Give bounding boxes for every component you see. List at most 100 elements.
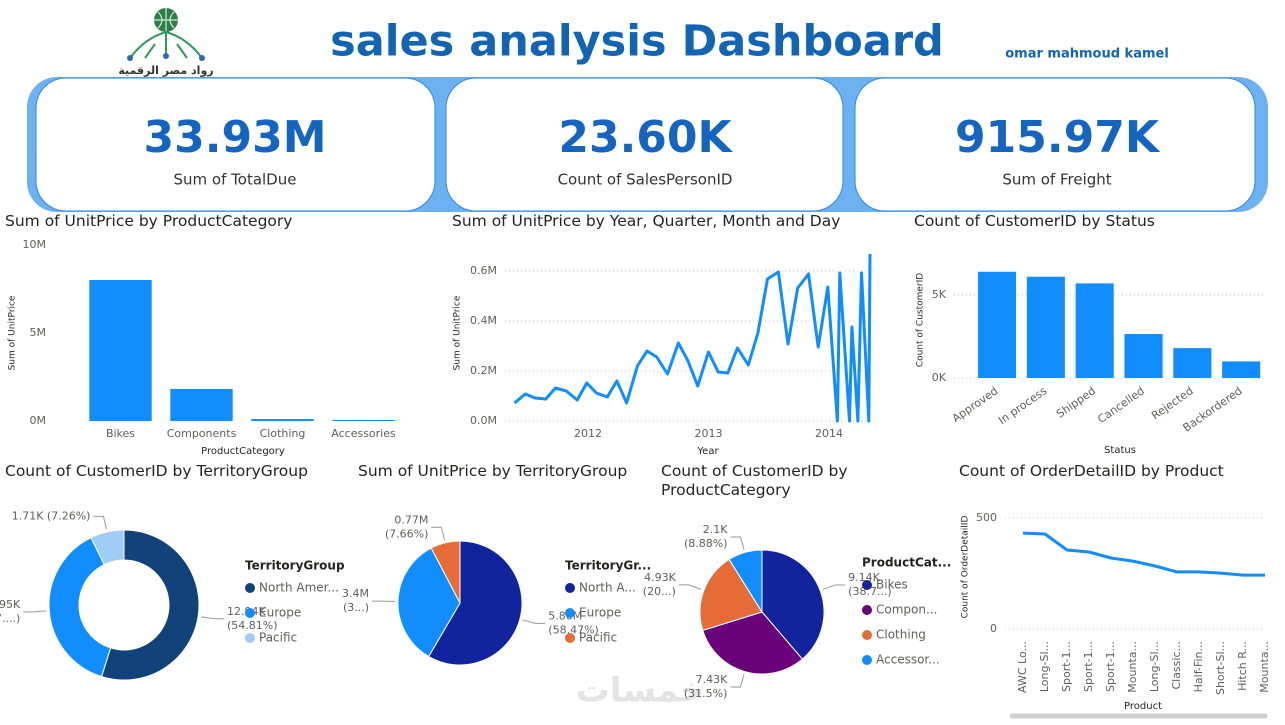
data-label: (37....) — [0, 612, 20, 625]
leader-line — [730, 674, 745, 688]
x-tick-label: Rejected — [1149, 384, 1196, 422]
legend-label: North Amer... — [259, 581, 339, 595]
x-tick-label: Cancelled — [1095, 384, 1147, 426]
leader-line — [201, 616, 224, 620]
chart-title: Sum of UnitPrice by Year, Quarter, Month… — [452, 212, 841, 230]
x-tick-label: 2014 — [815, 427, 843, 440]
data-label: 0.77M — [394, 513, 428, 526]
slice — [728, 549, 763, 614]
data-label: 1.71K (7.26%) — [12, 509, 91, 522]
legend-marker — [565, 583, 575, 593]
dashboard-title: sales analysis Dashboard — [330, 17, 944, 67]
kpi-value: 33.93M — [144, 112, 327, 163]
x-tick-label: Short-Sl... — [1214, 641, 1227, 695]
x-tick-label: Classic... — [1170, 641, 1183, 690]
leader-line — [822, 584, 846, 590]
x-axis-label: Product — [1124, 701, 1162, 712]
chart-title: Count of CustomerID by ProductCategory — [661, 462, 848, 499]
bar — [1026, 276, 1065, 378]
bar — [332, 419, 395, 421]
data-label: (54.81%) — [227, 619, 278, 632]
leader-line — [522, 619, 546, 624]
x-tick-label: 2013 — [695, 427, 723, 440]
data-label: (31.5%) — [684, 687, 728, 700]
slice — [100, 529, 200, 681]
leader-line — [730, 536, 745, 550]
data-label: (20...) — [643, 585, 676, 598]
leader-line — [23, 610, 47, 613]
x-tick-label: Long-Sl... — [1038, 641, 1051, 692]
x-tick-label: Bikes — [106, 427, 135, 440]
y-axis-label: Count of OrderDetailID — [961, 516, 971, 619]
kpi-value: 23.60K — [558, 112, 733, 163]
x-tick-label: Shipped — [1054, 384, 1098, 420]
legend-marker — [565, 633, 575, 643]
data-label: (3...) — [343, 601, 369, 614]
y-tick-label: 500 — [976, 511, 997, 524]
kpi-label: Count of SalesPersonID — [558, 171, 733, 189]
data-label: (7.66%) — [385, 527, 429, 540]
slice — [702, 611, 804, 675]
data-label: 3.4M — [342, 587, 369, 600]
x-axis-label: Year — [696, 446, 719, 457]
data-label: (58.47%) — [548, 623, 599, 636]
leader-line — [431, 526, 445, 541]
x-axis-label: ProductCategory — [201, 446, 285, 457]
legend-marker — [862, 630, 872, 640]
x-tick-label: Long-Sl... — [1148, 641, 1161, 692]
data-label: (38.7...) — [848, 585, 892, 598]
x-tick-label: Components — [167, 427, 237, 440]
data-label: 4.93K — [644, 571, 676, 584]
logo — [127, 8, 205, 61]
x-tick-label: Accessories — [331, 427, 396, 440]
bar — [1075, 283, 1114, 378]
logo-text: رواد مصر الرقمية — [118, 64, 213, 77]
slice — [428, 540, 523, 666]
y-tick-label: 5M — [30, 326, 47, 339]
legend-label: Pacific — [259, 631, 297, 645]
y-tick-label: 0.6M — [470, 264, 497, 277]
line — [513, 253, 872, 423]
y-tick-label: 0K — [932, 371, 947, 384]
bar — [170, 388, 233, 421]
bar — [1222, 361, 1261, 378]
data-label: 2.1K — [703, 523, 728, 536]
slice — [48, 536, 112, 678]
legend-marker — [245, 583, 255, 593]
chart-title: Count of CustomerID by TerritoryGroup — [5, 462, 308, 480]
y-tick-label: 5K — [932, 288, 947, 301]
x-tick-label: Approved — [950, 384, 1001, 425]
kpi-label: Sum of Freight — [1002, 171, 1111, 189]
x-tick-label: Mounta... — [1126, 641, 1139, 693]
data-label: 5.86M — [548, 609, 582, 622]
slice — [397, 547, 461, 658]
legend-marker — [245, 633, 255, 643]
legend-label: Europe — [259, 606, 301, 620]
watermark: خمسات — [576, 671, 705, 711]
y-tick-label: 0 — [990, 622, 997, 635]
bar — [977, 271, 1017, 378]
x-tick-label: Mounta... — [1258, 641, 1271, 693]
y-tick-label: 0.4M — [470, 314, 497, 327]
legend-label: Europe — [579, 606, 621, 620]
y-tick-label: 0.2M — [470, 364, 497, 377]
x-tick-label: In process — [996, 384, 1050, 427]
legend-title: ProductCat... — [862, 556, 951, 570]
leader-line — [678, 584, 702, 590]
y-axis-label: Sum of UnitPrice — [453, 295, 463, 370]
leader-line — [93, 515, 107, 530]
data-label: 9.14K — [848, 571, 880, 584]
legend-label: Bikes — [876, 578, 908, 592]
x-tick-label: Sport-1... — [1104, 641, 1117, 692]
legend-marker — [245, 608, 255, 618]
legend-label: Pacific — [579, 631, 617, 645]
chart-title: Count of OrderDetailID by Product — [959, 462, 1224, 480]
kpi-label: Sum of TotalDue — [174, 171, 297, 189]
slice — [90, 529, 125, 566]
slice — [699, 558, 763, 631]
y-tick-label: 0.0M — [470, 414, 497, 427]
kpi-card — [35, 77, 436, 212]
legend-label: North A... — [579, 581, 636, 595]
